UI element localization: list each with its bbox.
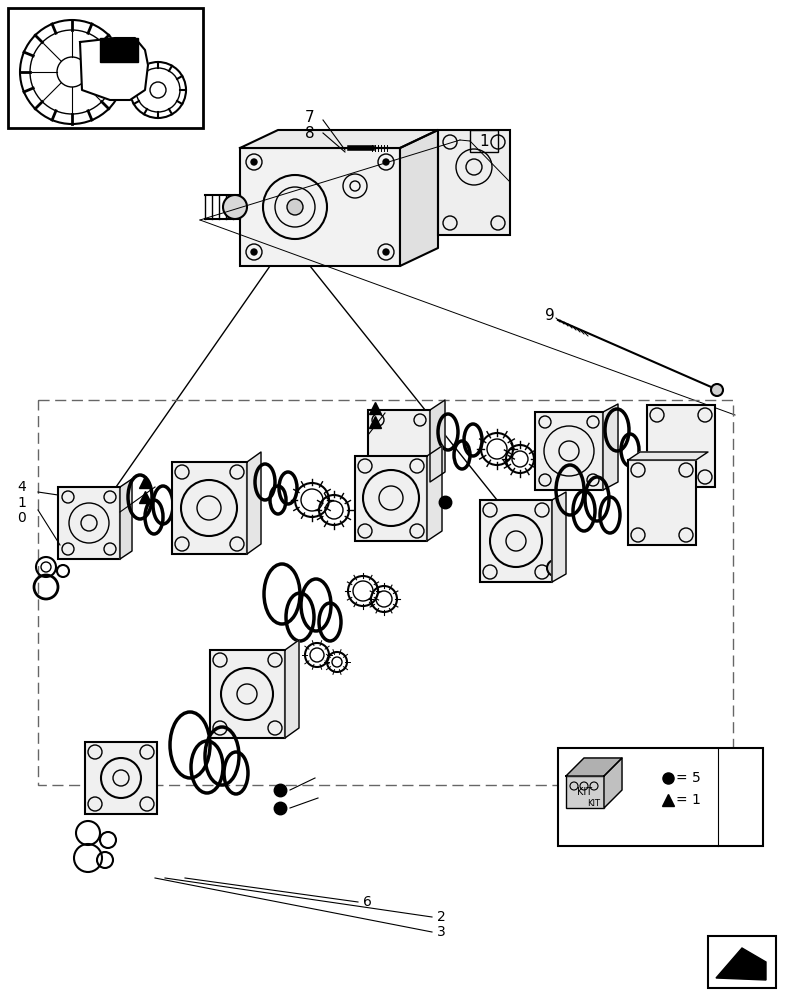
Polygon shape [552,492,566,582]
Text: 9: 9 [545,308,555,322]
Text: 2: 2 [437,910,446,924]
Polygon shape [603,404,618,490]
Polygon shape [400,130,438,266]
Bar [8,8,203,128]
Bar [708,936,776,988]
Circle shape [383,159,389,165]
Text: 1: 1 [17,496,27,510]
Text: 1: 1 [479,133,489,148]
Text: 4: 4 [17,480,26,494]
Bar [438,130,510,235]
Polygon shape [247,452,261,554]
Bar [172,462,247,554]
Bar [85,742,157,814]
Bar [240,148,400,266]
Polygon shape [628,452,708,460]
Circle shape [251,159,257,165]
Circle shape [223,195,247,219]
Bar [566,776,604,808]
Polygon shape [80,38,148,100]
Bar [38,400,733,785]
Polygon shape [566,758,622,776]
Polygon shape [120,479,132,559]
Polygon shape [430,400,445,482]
Text: 6: 6 [363,895,372,909]
Text: KIT: KIT [578,787,593,797]
Bar [628,460,696,545]
Circle shape [383,249,389,255]
Polygon shape [427,446,442,541]
Circle shape [287,199,303,215]
Bar [355,456,427,541]
Bar [368,410,430,482]
Polygon shape [240,130,438,148]
Bar [58,487,120,559]
Circle shape [711,384,723,396]
Circle shape [251,249,257,255]
Circle shape [547,560,563,576]
Bar [470,130,498,152]
Bar [535,412,603,490]
Text: 7: 7 [305,110,315,125]
Text: 8: 8 [305,125,315,140]
Polygon shape [716,948,766,980]
Bar [480,500,552,582]
Bar [210,650,285,738]
Polygon shape [285,640,299,738]
Text: 3: 3 [437,925,446,939]
Text: = 1: = 1 [676,793,701,807]
Text: KIT: KIT [588,800,600,808]
Text: = 5: = 5 [676,771,701,785]
Bar [558,748,763,846]
Polygon shape [100,38,138,62]
Bar [647,405,715,487]
Text: 0: 0 [17,511,26,525]
Polygon shape [604,758,622,808]
